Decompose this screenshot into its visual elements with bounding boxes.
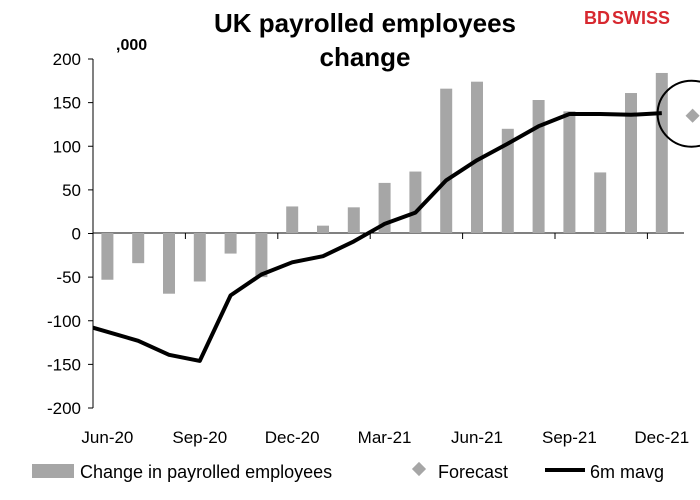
bar	[317, 225, 329, 233]
bar	[101, 233, 114, 280]
legend: Change in payrolled employees Forecast 6…	[32, 461, 664, 482]
annotation	[656, 79, 700, 148]
bar	[193, 233, 206, 282]
legend-label-bars: Change in payrolled employees	[80, 462, 332, 482]
bar	[594, 172, 607, 233]
bar	[501, 128, 514, 233]
brand-logo: BD SWISS	[584, 8, 670, 28]
bar	[286, 206, 299, 233]
logo-bd-text: BD	[584, 8, 610, 28]
bar	[347, 207, 360, 233]
forecast-circle	[656, 79, 700, 148]
x-tick-label: Mar-21	[358, 428, 412, 447]
bar	[409, 171, 422, 233]
chart-title-line-2: change	[319, 42, 410, 72]
line-series	[92, 111, 662, 363]
line-6m-mavg	[92, 111, 662, 363]
x-tick-label: Dec-21	[634, 428, 689, 447]
y-tick-label: 150	[53, 94, 81, 113]
y-tick-label: 200	[53, 50, 81, 69]
legend-swatch-forecast	[411, 461, 427, 477]
legend-swatch-bars	[32, 464, 74, 478]
x-tick-label: Dec-20	[265, 428, 320, 447]
bar-series	[101, 72, 668, 294]
legend-label-line: 6m mavg	[590, 462, 664, 482]
unit-label: ,000	[116, 37, 147, 54]
y-tick-label: -100	[47, 312, 81, 331]
y-tick-label: -50	[56, 268, 81, 287]
logo-swiss-text: SWISS	[612, 8, 670, 28]
y-tick-label: 50	[62, 181, 81, 200]
y-tick-label: -200	[47, 399, 81, 418]
bar	[224, 233, 237, 254]
chart-title-line-1: UK payrolled employees	[214, 8, 516, 38]
forecast-series	[685, 108, 700, 123]
y-tick-label: 0	[72, 225, 81, 244]
x-tick-label: Sep-20	[172, 428, 227, 447]
bar	[440, 88, 453, 233]
y-tick-label: -150	[47, 355, 81, 374]
legend-label-forecast: Forecast	[438, 462, 508, 482]
bar	[132, 233, 145, 264]
bar	[471, 81, 483, 233]
tick-labels: -200 -150 -100 -50 0 50 100 150 200 Jun-20 Sep-20 D…	[47, 50, 689, 447]
bar	[625, 93, 637, 233]
forecast-point	[685, 108, 700, 123]
x-tick-label: Jun-20	[81, 428, 133, 447]
bar	[163, 233, 175, 294]
bar	[563, 111, 576, 233]
x-tick-label: Jun-21	[451, 428, 503, 447]
x-tick-label: Sep-21	[542, 428, 597, 447]
bar	[255, 233, 268, 278]
y-tick-label: 100	[53, 137, 81, 156]
bar	[532, 100, 545, 233]
bar	[378, 182, 391, 233]
